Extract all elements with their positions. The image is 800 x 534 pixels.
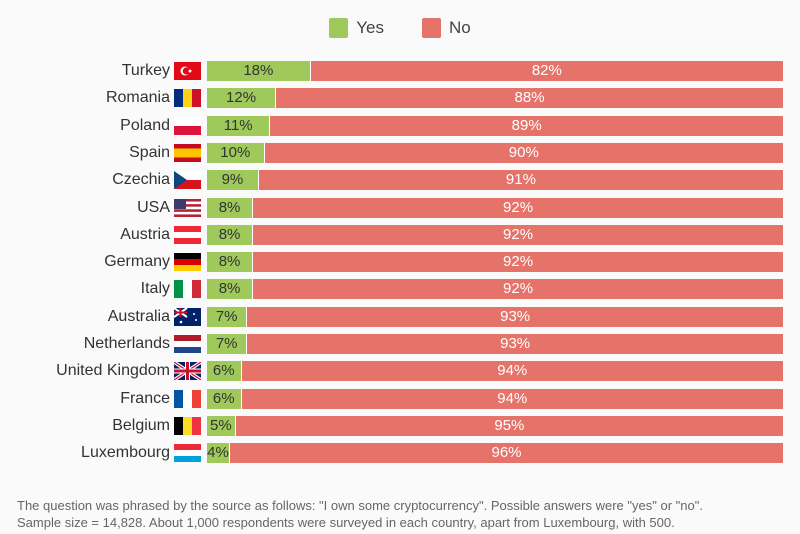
bar-no[interactable]: 92%	[253, 224, 783, 245]
flag-australia-icon	[174, 307, 201, 326]
bar-no[interactable]: 92%	[253, 197, 783, 218]
bar-yes[interactable]: 5%	[207, 415, 236, 436]
legend-label-yes: Yes	[356, 18, 384, 37]
bar-yes[interactable]: 10%	[207, 142, 265, 163]
category-label: Germany	[104, 253, 170, 271]
bar-yes[interactable]: 8%	[207, 252, 254, 273]
footnote-line: Sample size = 14,828. About 1,000 respon…	[17, 515, 675, 530]
category-label: Turkey	[121, 62, 170, 79]
bar-row: Romania 12% 88%	[0, 88, 800, 109]
footnote-line: The question was phrased by the source a…	[17, 498, 703, 513]
category-label: Poland	[120, 116, 170, 134]
flag-spain-icon	[174, 143, 201, 162]
footnote: The question was phrased by the source a…	[17, 497, 703, 531]
flag-italy-icon	[174, 280, 201, 299]
legend-item-no[interactable]: No	[422, 18, 471, 38]
flag-netherlands-icon	[174, 335, 201, 353]
category-label: France	[120, 389, 170, 407]
flag-uk-icon	[174, 362, 201, 381]
legend-label-no: No	[449, 18, 471, 37]
bar-row: Poland 11% 89%	[0, 115, 800, 136]
bar-row: Netherlands 7% 93%	[0, 334, 800, 354]
flag-germany-icon	[174, 253, 201, 272]
flag-austria-icon	[174, 225, 201, 244]
bar-yes[interactable]: 9%	[207, 170, 259, 191]
category-label: USA	[137, 198, 170, 216]
bar-no[interactable]: 96%	[230, 443, 783, 464]
legend-swatch-no	[422, 18, 441, 38]
bar-no[interactable]: 89%	[270, 115, 783, 136]
bar-yes[interactable]: 6%	[207, 388, 242, 409]
bar-yes[interactable]: 12%	[207, 88, 277, 109]
bar-row: France 6% 94%	[0, 388, 800, 409]
bar-yes[interactable]: 6%	[207, 361, 242, 382]
bar-row: Australia 7% 93%	[0, 306, 800, 327]
category-label: Italy	[140, 280, 170, 298]
legend-item-yes[interactable]: Yes	[329, 18, 384, 38]
category-label: Luxembourg	[81, 444, 170, 462]
flag-turkey-icon	[174, 62, 201, 80]
bar-row: Czechia 9% 91%	[0, 170, 800, 191]
bar-no[interactable]: 88%	[276, 88, 783, 109]
bar-row: Italy 8% 92%	[0, 279, 800, 300]
bar-yes[interactable]: 11%	[207, 115, 271, 136]
bar-yes[interactable]: 8%	[207, 224, 254, 245]
bar-yes[interactable]: 7%	[207, 306, 248, 327]
bar-no[interactable]: 82%	[310, 61, 783, 81]
flag-usa-icon	[174, 198, 201, 217]
category-label: Romania	[105, 89, 170, 107]
flag-czechia-icon	[174, 171, 201, 190]
bar-no[interactable]: 93%	[247, 306, 783, 327]
category-label: Austria	[120, 225, 170, 243]
bar-row: Turkey 18% 82%	[0, 61, 800, 81]
bar-row: Austria 8% 92%	[0, 224, 800, 245]
bar-row: Germany 8% 92%	[0, 252, 800, 273]
category-label: Spain	[129, 143, 170, 161]
bar-no[interactable]: 90%	[264, 142, 783, 163]
bar-yes[interactable]: 18%	[207, 61, 311, 81]
bar-no[interactable]: 95%	[235, 415, 783, 436]
bar-row: Belgium 5% 95%	[0, 415, 800, 436]
flag-france-icon	[174, 389, 201, 408]
bar-row: USA 8% 92%	[0, 197, 800, 218]
bar-yes[interactable]: 4%	[207, 443, 231, 464]
category-label: Czechia	[112, 171, 170, 189]
flag-luxembourg-icon	[174, 444, 201, 463]
bar-no[interactable]: 92%	[253, 279, 783, 300]
category-label: Australia	[107, 307, 170, 325]
bar-yes[interactable]: 7%	[207, 334, 248, 354]
bar-no[interactable]: 92%	[253, 252, 783, 273]
legend-swatch-yes	[329, 18, 349, 38]
bar-no[interactable]: 93%	[247, 334, 783, 354]
category-label: Netherlands	[83, 335, 170, 352]
flag-poland-icon	[174, 116, 201, 135]
bar-yes[interactable]: 8%	[207, 279, 254, 300]
bar-row: Spain 10% 90%	[0, 142, 800, 163]
category-label: Belgium	[112, 416, 170, 434]
bar-row: United Kingdom 6% 94%	[0, 361, 800, 382]
bar-no[interactable]: 94%	[241, 361, 783, 382]
bar-chart: Turkey 18% 82% Romania 12% 88% Poland 11% …	[0, 61, 800, 464]
flag-belgium-icon	[174, 416, 201, 435]
bar-no[interactable]: 91%	[258, 170, 783, 191]
bar-row: Luxembourg 4% 96%	[0, 443, 800, 464]
flag-romania-icon	[174, 89, 201, 108]
category-label: United Kingdom	[56, 362, 170, 380]
bar-no[interactable]: 94%	[241, 388, 783, 409]
legend: Yes No	[0, 18, 800, 38]
bar-yes[interactable]: 8%	[207, 197, 254, 218]
